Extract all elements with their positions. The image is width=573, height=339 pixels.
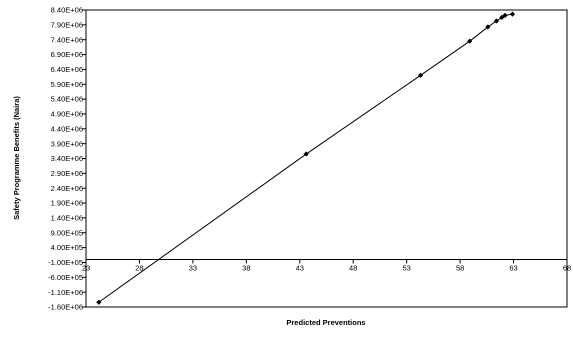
x-tick-label: 48 — [349, 263, 357, 272]
x-tick-label: 63 — [509, 263, 517, 272]
y-tick-label: 4.00E+05 — [51, 243, 83, 252]
y-tick-label: 6.90E+06 — [51, 50, 83, 59]
plot-frame — [85, 9, 568, 308]
y-tick-label: -1.00E+05 — [48, 258, 83, 267]
y-tick-label: 1.90E+06 — [51, 199, 83, 208]
data-point — [467, 38, 473, 44]
y-tick-label: 2.90E+06 — [51, 169, 83, 178]
data-point — [509, 11, 516, 17]
y-tick-label: 4.90E+06 — [51, 110, 83, 119]
y-tick-label: -6.00E+05 — [48, 273, 83, 282]
x-axis-title: Predicted Preventions — [286, 318, 365, 327]
data-point — [502, 12, 508, 18]
data-point — [485, 24, 491, 30]
data-point — [417, 72, 424, 78]
y-tick-label: 6.40E+06 — [51, 65, 83, 74]
x-tick-label: 38 — [242, 263, 250, 272]
data-point — [303, 151, 309, 157]
y-tick-label: 4.40E+06 — [51, 124, 83, 133]
y-tick-label: 3.40E+06 — [51, 154, 83, 163]
data-point — [499, 14, 505, 21]
y-tick-label: -1.10E+06 — [48, 288, 83, 297]
x-tick-label: 23 — [82, 263, 90, 272]
x-tick-label: 53 — [402, 263, 410, 272]
y-tick-label: 5.90E+06 — [51, 80, 83, 89]
x-tick-label: 58 — [456, 263, 464, 272]
x-tick-label: 28 — [135, 263, 143, 272]
data-point — [493, 18, 500, 24]
data-point — [96, 299, 102, 305]
x-tick-label: 68 — [563, 263, 571, 272]
y-tick-label: 8.40E+06 — [51, 6, 83, 15]
x-tick-label: 33 — [189, 263, 197, 272]
y-tick-label: 3.90E+06 — [51, 139, 83, 148]
y-tick-label: 1.40E+06 — [51, 214, 83, 223]
y-tick-label: 7.90E+06 — [51, 20, 83, 29]
y-tick-label: 5.40E+06 — [51, 95, 83, 104]
y-axis: 8.40E+06 7.90E+06 7.40E+06 6.90E+06 6.40E+06… — [48, 6, 86, 312]
y-tick-label: 2.40E+06 — [51, 184, 83, 193]
y-tick-label: -1.60E+06 — [48, 303, 83, 312]
y-tick-label: 7.40E+06 — [51, 35, 83, 44]
y-axis-title: Safety Programme Benefits (Naira) — [12, 96, 21, 220]
x-tick-label: 43 — [296, 263, 304, 272]
series-group — [96, 11, 516, 305]
x-axis: 23 28 33 38 43 48 53 58 63 68 — [82, 258, 571, 272]
y-tick-label: 9.00E+05 — [51, 228, 83, 237]
